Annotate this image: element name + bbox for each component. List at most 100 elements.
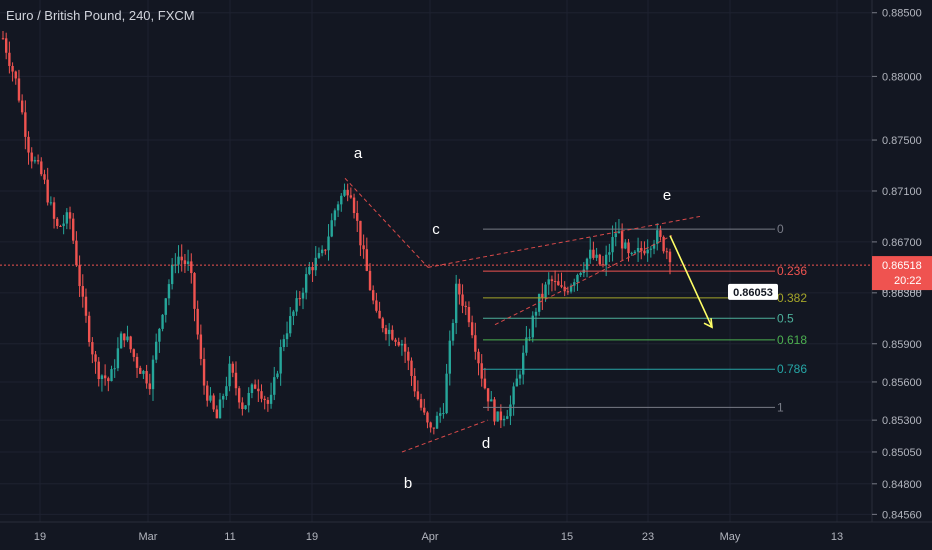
- time-tick-label: 11: [224, 531, 235, 543]
- candle-body: [244, 405, 247, 410]
- candle-body: [4, 38, 8, 53]
- candle-body: [314, 257, 317, 271]
- candle-body: [397, 341, 400, 346]
- candle-body: [423, 407, 426, 413]
- candle-body: [142, 371, 145, 374]
- candle-body: [27, 136, 30, 153]
- time-axis[interactable]: 19 Mar 11 19 Apr 15 23 May 13: [0, 521, 932, 550]
- candle-body: [544, 284, 547, 298]
- candle-body: [435, 415, 439, 429]
- candle-body: [387, 329, 391, 335]
- candle-body: [193, 273, 196, 309]
- candle-body: [410, 360, 413, 376]
- candle-body: [474, 335, 477, 352]
- candle-body: [493, 399, 496, 422]
- candle-body: [595, 254, 598, 258]
- price-axis[interactable]: 0.88500 0.88000 0.87500 0.87100 0.86700 0.863…: [871, 0, 932, 550]
- candle-body: [139, 367, 142, 374]
- candle-body: [486, 388, 490, 402]
- candle-body: [65, 212, 69, 224]
- time-tick-label: Apr: [421, 531, 438, 543]
- projection-price-label: 0.86053: [733, 287, 773, 299]
- candle-body: [260, 391, 263, 399]
- candle-body: [416, 391, 420, 400]
- candle-body: [579, 272, 582, 275]
- candle-body: [119, 333, 123, 349]
- candle-body: [132, 349, 136, 357]
- candle-body: [569, 285, 573, 292]
- candle-body: [652, 243, 656, 249]
- candle-body: [126, 336, 129, 341]
- candle-body: [103, 375, 107, 379]
- candle-body: [461, 294, 464, 306]
- candle-body: [553, 281, 557, 283]
- candle-body: [62, 223, 65, 227]
- candle-body: [202, 358, 206, 386]
- candle-body: [464, 305, 467, 308]
- candle-body: [557, 281, 560, 286]
- candle-body: [525, 337, 528, 353]
- candle-body: [668, 251, 672, 263]
- triangle-line: [344, 177, 429, 268]
- price-tick-label: 0.86700: [882, 237, 922, 249]
- candle-body: [145, 371, 148, 384]
- candle-body: [170, 264, 174, 285]
- candle-body: [94, 354, 97, 362]
- wave-label-a: a: [354, 145, 363, 162]
- candle-body: [419, 399, 423, 408]
- candle-body: [43, 174, 46, 180]
- current-price-label: 0.86518: [882, 260, 922, 272]
- fib-level-label: 0: [777, 222, 784, 236]
- candle-body: [292, 311, 295, 317]
- candle-body: [20, 100, 24, 113]
- candle-body: [640, 247, 643, 251]
- price-tick-label: 0.85900: [882, 339, 922, 351]
- candle-body: [477, 351, 480, 364]
- candle-body: [148, 383, 152, 390]
- candle-body: [617, 231, 621, 234]
- candle-body: [343, 189, 346, 196]
- candle-body: [158, 328, 161, 342]
- time-tick-label: Mar: [139, 531, 158, 543]
- candle-body: [317, 253, 321, 258]
- candle-body: [330, 220, 333, 237]
- price-tick-label: 0.85600: [882, 377, 922, 389]
- price-tick-label: 0.87500: [882, 135, 922, 147]
- candle-body: [320, 249, 324, 254]
- candle-body: [266, 400, 270, 404]
- candle-body: [490, 399, 493, 402]
- time-tick-label: 23: [642, 531, 654, 543]
- candle-body: [566, 291, 570, 293]
- time-tick-label: 19: [306, 531, 318, 543]
- candle-body: [576, 274, 579, 283]
- candle-body: [368, 270, 372, 291]
- price-tick-label: 0.85300: [882, 415, 922, 427]
- candle-body: [467, 307, 471, 323]
- candle-body: [659, 230, 662, 237]
- candle-body: [196, 308, 199, 335]
- fib-level-label: 0.786: [777, 362, 807, 376]
- price-tick-label: 0.88000: [882, 71, 922, 83]
- candle-body: [107, 378, 110, 382]
- candle-body: [512, 386, 515, 405]
- time-tick-label: May: [720, 531, 741, 543]
- symbol-title: Euro / British Pound, 240, FXCM: [6, 8, 195, 23]
- candle-body: [97, 361, 100, 380]
- fib-level-label: 0.382: [777, 291, 807, 305]
- wave-label-d: d: [482, 435, 490, 452]
- candle-body: [1, 38, 5, 40]
- candle-body: [400, 343, 404, 346]
- candle-body: [199, 334, 203, 359]
- candle-body: [589, 249, 592, 259]
- candle-body: [656, 230, 659, 244]
- candles: [1, 31, 672, 435]
- candle-body: [432, 427, 436, 429]
- fib-level-label: 0.5: [777, 311, 794, 325]
- candle-body: [646, 249, 649, 254]
- candle-body: [33, 160, 37, 162]
- candle-body: [206, 385, 209, 401]
- candle-body: [110, 369, 113, 382]
- candle-body: [234, 372, 238, 389]
- candle-body: [333, 210, 337, 221]
